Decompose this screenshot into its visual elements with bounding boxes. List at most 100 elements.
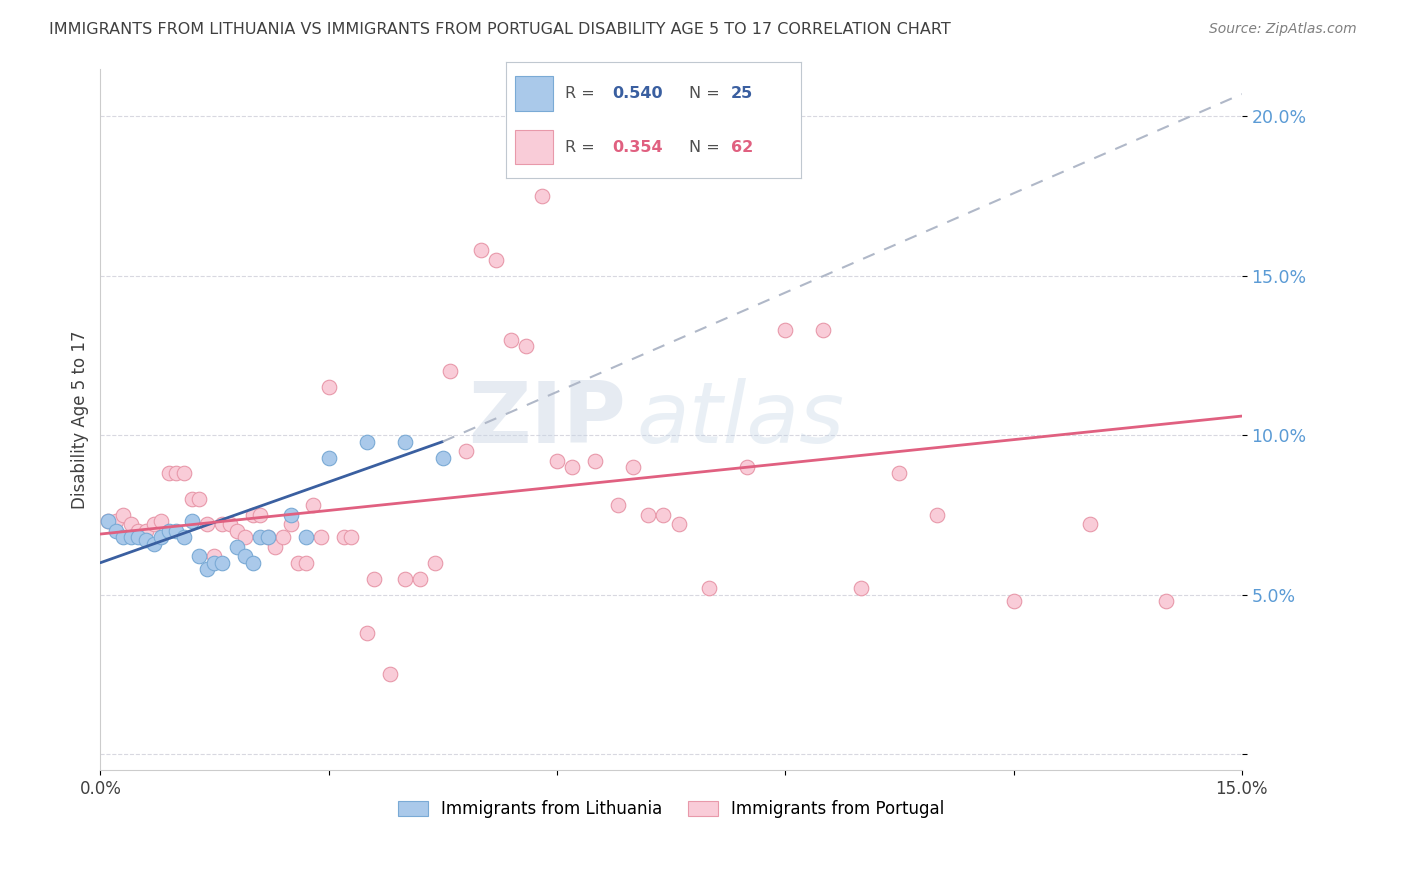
Point <box>302 499 325 513</box>
Point <box>394 434 416 449</box>
Point <box>256 530 278 544</box>
Point <box>927 508 949 522</box>
Point <box>470 244 492 258</box>
Bar <box>515 129 554 164</box>
Point <box>173 530 195 544</box>
Point <box>142 536 165 550</box>
Point <box>287 556 309 570</box>
Point <box>773 323 796 337</box>
Point <box>425 556 447 570</box>
Point <box>180 491 202 506</box>
Point <box>226 540 249 554</box>
Point <box>668 517 690 532</box>
Point <box>104 514 127 528</box>
Point <box>218 517 240 532</box>
Point <box>157 467 180 481</box>
Point <box>173 467 195 481</box>
Point <box>356 434 378 449</box>
Point <box>501 333 523 347</box>
Text: N =: N = <box>689 139 725 154</box>
Point <box>165 524 187 538</box>
Point <box>813 323 835 337</box>
Point <box>546 453 568 467</box>
Point <box>363 572 385 586</box>
Point <box>583 453 606 467</box>
Point <box>652 508 675 522</box>
Text: 0.540: 0.540 <box>613 87 664 102</box>
Point <box>1002 594 1025 608</box>
Point <box>1078 517 1101 532</box>
Point <box>226 524 249 538</box>
Point <box>157 524 180 538</box>
Point <box>439 364 461 378</box>
Point <box>378 667 401 681</box>
Point <box>127 524 149 538</box>
Point <box>280 508 302 522</box>
Point <box>889 467 911 481</box>
Point <box>165 467 187 481</box>
Text: N =: N = <box>689 87 725 102</box>
Point <box>150 530 173 544</box>
Text: 62: 62 <box>731 139 752 154</box>
Point <box>271 530 294 544</box>
Text: IMMIGRANTS FROM LITHUANIA VS IMMIGRANTS FROM PORTUGAL DISABILITY AGE 5 TO 17 COR: IMMIGRANTS FROM LITHUANIA VS IMMIGRANTS … <box>49 22 950 37</box>
Point <box>340 530 363 544</box>
Text: R =: R = <box>565 87 600 102</box>
Text: R =: R = <box>565 139 600 154</box>
Point <box>135 533 157 548</box>
Point <box>97 514 120 528</box>
Text: atlas: atlas <box>637 377 845 461</box>
Point <box>242 556 264 570</box>
Point <box>195 517 218 532</box>
Point <box>104 524 127 538</box>
Text: Source: ZipAtlas.com: Source: ZipAtlas.com <box>1209 22 1357 37</box>
Point <box>454 444 477 458</box>
Point <box>135 524 157 538</box>
Point <box>264 540 287 554</box>
Point <box>1154 594 1177 608</box>
Point <box>735 460 758 475</box>
Point <box>242 508 264 522</box>
Point <box>112 508 135 522</box>
Point <box>295 556 318 570</box>
Text: 0.354: 0.354 <box>613 139 664 154</box>
Point <box>211 556 233 570</box>
Point <box>333 530 356 544</box>
Point <box>188 549 211 564</box>
Text: 25: 25 <box>731 87 752 102</box>
Point <box>530 189 553 203</box>
Point <box>204 556 226 570</box>
Point <box>606 499 628 513</box>
Point <box>150 514 173 528</box>
Point <box>180 514 202 528</box>
Point <box>211 517 233 532</box>
Point <box>204 549 226 564</box>
Point <box>561 460 583 475</box>
Point <box>409 572 432 586</box>
Point <box>256 530 278 544</box>
Point <box>515 339 537 353</box>
Point <box>233 530 256 544</box>
Y-axis label: Disability Age 5 to 17: Disability Age 5 to 17 <box>72 330 89 508</box>
Point <box>851 581 873 595</box>
Point <box>112 530 135 544</box>
Point <box>195 562 218 576</box>
Point <box>318 380 340 394</box>
Point <box>280 517 302 532</box>
Point <box>485 252 508 267</box>
Point <box>127 530 149 544</box>
Point <box>142 517 165 532</box>
Point <box>97 514 120 528</box>
Point <box>249 530 271 544</box>
Point <box>120 530 142 544</box>
Point <box>295 530 318 544</box>
Point <box>318 450 340 465</box>
Point <box>394 572 416 586</box>
Point <box>309 530 332 544</box>
Point <box>120 517 142 532</box>
Text: ZIP: ZIP <box>468 377 626 461</box>
Point <box>637 508 659 522</box>
Point <box>188 491 211 506</box>
Point <box>356 626 378 640</box>
Legend: Immigrants from Lithuania, Immigrants from Portugal: Immigrants from Lithuania, Immigrants fr… <box>391 794 950 825</box>
